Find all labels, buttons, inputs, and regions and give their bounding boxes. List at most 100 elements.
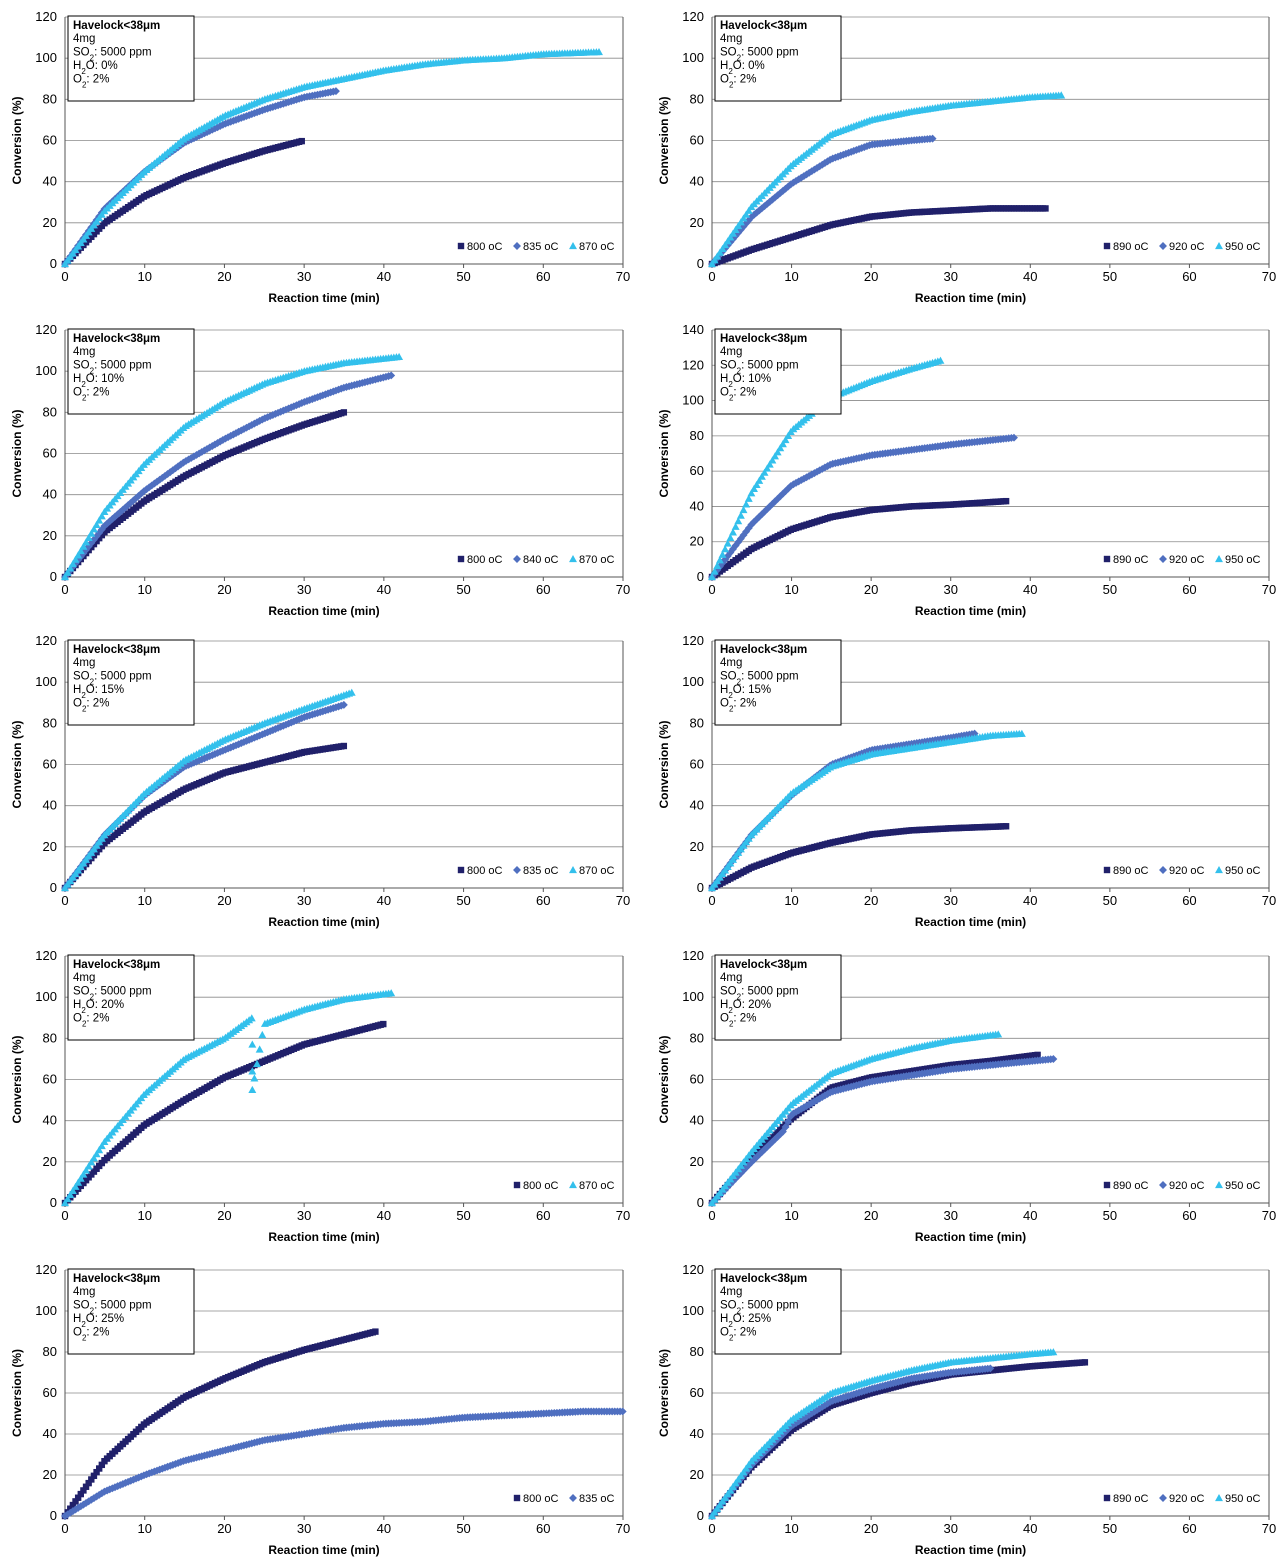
legend-item: 950 oC — [1215, 554, 1261, 566]
data-point — [205, 443, 214, 452]
x-tick-label: 40 — [1023, 269, 1037, 284]
legend-marker — [1159, 555, 1167, 563]
chart-panel-1: 0 20 40 60 80 100 120 0 10 20 30 40 50 60 70 Reaction t… — [10, 9, 630, 305]
data-point — [747, 489, 756, 497]
data-point — [95, 1465, 103, 1472]
data-point — [63, 568, 72, 576]
data-point — [768, 456, 777, 464]
data-point — [760, 468, 769, 476]
legend-marker — [1215, 1494, 1223, 1502]
annotation-line: O2: 2% — [720, 698, 756, 714]
legend-item: 835 oC — [569, 1493, 615, 1505]
x-tick-label: 0 — [61, 269, 68, 284]
y-tick-label: 0 — [697, 569, 704, 584]
x-tick-label: 40 — [1023, 893, 1037, 908]
data-point — [87, 1158, 96, 1166]
data-point — [928, 134, 937, 143]
data-point — [718, 1497, 727, 1505]
y-tick-label: 120 — [35, 9, 57, 24]
y-tick-label: 140 — [682, 322, 704, 337]
annotation-line: 4mg — [720, 1286, 742, 1298]
legend-marker — [1159, 242, 1167, 250]
data-point — [794, 175, 803, 184]
data-point — [750, 484, 758, 493]
legend-marker — [1103, 866, 1111, 874]
y-tick-label: 0 — [697, 1508, 704, 1523]
y-tick-label: 0 — [50, 1508, 57, 1523]
legend-marker — [1103, 1494, 1111, 1502]
y-axis-label: Conversion (%) — [10, 409, 24, 497]
data-point — [718, 244, 727, 252]
data-point — [708, 573, 716, 581]
legend-label: 950 oC — [1225, 865, 1261, 877]
legend-label: 950 oC — [1225, 554, 1261, 566]
x-tick-label: 70 — [1262, 582, 1276, 597]
data-point — [1057, 91, 1066, 99]
data-point — [139, 487, 148, 496]
legend-label: 950 oC — [1225, 1493, 1261, 1505]
data-point — [340, 742, 348, 750]
data-point — [247, 1014, 256, 1022]
x-tick-label: 40 — [377, 1521, 391, 1536]
annotation-line: 4mg — [720, 972, 742, 984]
legend-label: 800 oC — [467, 865, 503, 877]
legend-item: 800 oC — [457, 865, 503, 877]
data-point — [757, 510, 766, 519]
data-point — [87, 529, 96, 537]
annotation-line: 4mg — [73, 972, 95, 984]
data-point — [713, 1504, 722, 1512]
y-tick-label: 40 — [690, 498, 704, 513]
y-tick-label: 100 — [682, 50, 704, 65]
data-point — [723, 539, 732, 547]
x-tick-label: 20 — [217, 1521, 231, 1536]
x-tick-label: 0 — [61, 1521, 68, 1536]
y-tick-label: 20 — [690, 1467, 704, 1482]
data-point — [1002, 823, 1010, 830]
legend-label: 870 oC — [579, 241, 615, 253]
annotation-box — [67, 1268, 195, 1355]
x-tick-label: 70 — [1262, 1521, 1276, 1536]
y-tick-label: 80 — [690, 715, 704, 730]
data-point — [729, 1482, 737, 1490]
annotation-title: Havelock<38μm — [720, 1273, 807, 1285]
annotation-line: H2O: 20% — [73, 999, 124, 1015]
x-tick-label: 70 — [616, 1521, 630, 1536]
legend-item: 890 oC — [1103, 1180, 1149, 1192]
data-point — [150, 479, 159, 488]
legend-marker — [569, 555, 577, 563]
data-point — [71, 1182, 80, 1190]
data-point — [744, 1460, 753, 1469]
data-point — [160, 471, 169, 480]
data-point — [726, 1486, 735, 1494]
legend-item: 890 oC — [1103, 241, 1149, 253]
data-point — [82, 1166, 91, 1174]
y-tick-label: 80 — [43, 715, 57, 730]
data-point — [781, 435, 790, 444]
data-point — [61, 1199, 69, 1207]
annotation-box — [67, 328, 195, 415]
data-point — [89, 525, 98, 533]
annotation-line: H2O: 10% — [720, 373, 771, 389]
x-tick-label: 30 — [297, 582, 311, 597]
annotation-title: Havelock<38μm — [73, 644, 160, 656]
series-950-oC — [708, 91, 1066, 268]
data-point — [721, 1493, 730, 1501]
legend-item: 800 oC — [513, 1493, 559, 1505]
y-tick-label: 60 — [690, 757, 704, 772]
data-point — [132, 494, 140, 503]
legend-item: 890 oC — [1103, 1493, 1149, 1505]
y-tick-label: 0 — [50, 569, 57, 584]
y-tick-label: 40 — [690, 174, 704, 189]
data-point — [734, 517, 743, 525]
x-axis-label: Reaction time (min) — [915, 1543, 1026, 1557]
y-tick-label: 0 — [50, 880, 57, 895]
x-axis-label: Reaction time (min) — [915, 915, 1026, 929]
annotation-line: 4mg — [73, 657, 95, 669]
x-tick-label: 50 — [456, 582, 470, 597]
data-point — [752, 480, 761, 488]
x-tick-label: 10 — [137, 1521, 151, 1536]
x-tick-label: 20 — [217, 1208, 231, 1223]
data-point — [79, 542, 88, 550]
data-point — [595, 48, 603, 56]
